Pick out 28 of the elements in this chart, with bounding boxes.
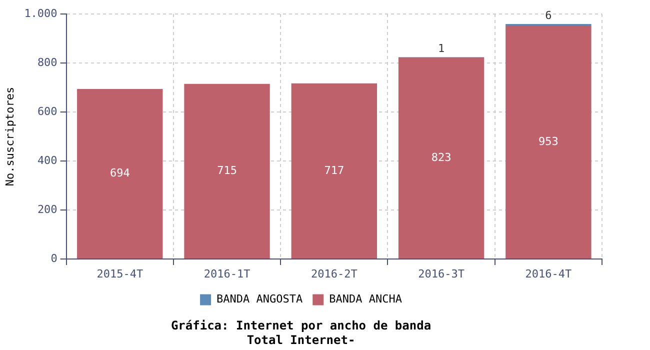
y-tick-label: 0	[50, 252, 58, 265]
y-tick-label: 400	[37, 154, 58, 167]
y-tick-label: 600	[37, 104, 58, 118]
x-tick-label: 2015-4T	[96, 267, 144, 280]
text: Gráfica: Internet por ancho de banda	[170, 318, 432, 333]
data-label: 953	[538, 134, 558, 148]
data-label: 717	[324, 164, 344, 177]
x-tick-label: 2016-2T	[310, 267, 358, 280]
data-label: 715	[217, 164, 237, 178]
bar	[506, 26, 592, 258]
data-label: 6	[545, 8, 552, 22]
x-tick-label: 2016-4T	[525, 267, 572, 280]
legend-label: BANDA ANCHA	[329, 292, 402, 306]
text: Total Internet-	[246, 332, 356, 347]
bar	[398, 57, 484, 258]
legend-label: BANDA ANGOSTA	[216, 292, 303, 306]
x-tick-label: 2016-1T	[204, 267, 251, 280]
bar	[184, 84, 270, 258]
y-tick-label: 1.000	[24, 6, 58, 20]
y-axis-title: No.suscriptores	[3, 86, 16, 186]
y-tick-label: 800	[37, 56, 58, 69]
bar	[291, 83, 378, 258]
bar	[77, 88, 163, 258]
data-label: 823	[431, 150, 452, 164]
x-tick-label: 2016-3T	[418, 267, 465, 280]
y-tick-label: 200	[37, 202, 58, 216]
data-label: 1	[438, 42, 445, 55]
data-label: 694	[110, 166, 130, 180]
